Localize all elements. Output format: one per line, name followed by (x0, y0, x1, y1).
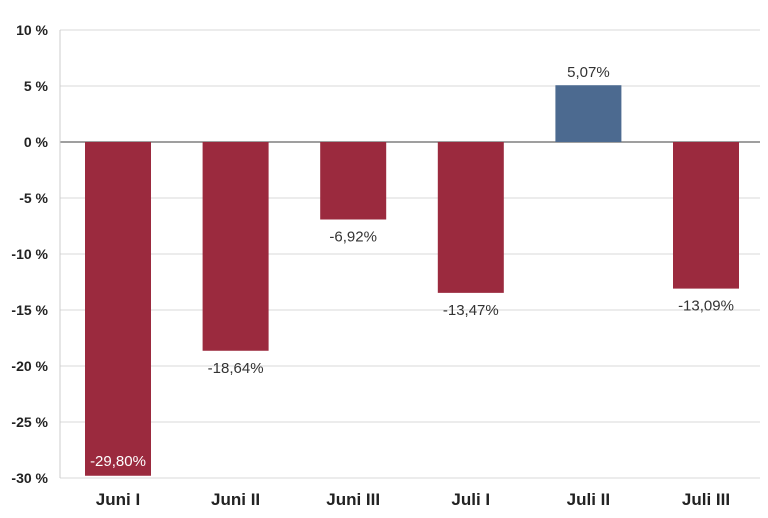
data-label: -13,47% (443, 302, 499, 319)
data-label: -29,80% (90, 453, 146, 470)
y-tick-label: 10 % (16, 22, 48, 38)
bar (437, 142, 504, 293)
x-tick-label: Juli I (451, 490, 490, 509)
grid-lines (60, 29, 760, 479)
y-tick-label: -5 % (19, 190, 48, 206)
x-tick-label: Juni III (326, 490, 380, 509)
x-tick-label: Juli III (682, 490, 730, 509)
data-label: -13,09% (678, 298, 734, 315)
data-label: -18,64% (208, 360, 264, 377)
x-tick-label: Juli II (567, 490, 610, 509)
x-axis: Juni I Juni II Juni III Juli I Juli II Juli I… (96, 490, 730, 509)
y-tick-label: -10 % (11, 246, 48, 262)
bar (85, 142, 151, 476)
y-axis: 10 % 5 % 0 % -5 % -10 % -15 % -20 % -25 % -30 % (11, 22, 61, 486)
x-tick-label: Juni II (211, 490, 260, 509)
x-tick-label: Juni I (96, 490, 140, 509)
data-label: -6,92% (329, 229, 377, 246)
bar (673, 142, 739, 289)
bar (320, 142, 387, 220)
y-tick-label: -15 % (11, 302, 48, 318)
y-tick-label: 0 % (24, 134, 49, 150)
y-tick-label: -20 % (11, 358, 48, 374)
bars (85, 85, 739, 476)
bar (555, 85, 622, 142)
y-tick-label: -30 % (11, 470, 48, 486)
y-tick-label: 5 % (24, 78, 49, 94)
bar (202, 142, 269, 351)
data-labels: -29,80% -18,64% -6,92% -13,47% 5,07% -13,09% (90, 64, 734, 470)
y-tick-label: -25 % (11, 414, 48, 430)
data-label: 5,07% (567, 64, 610, 81)
